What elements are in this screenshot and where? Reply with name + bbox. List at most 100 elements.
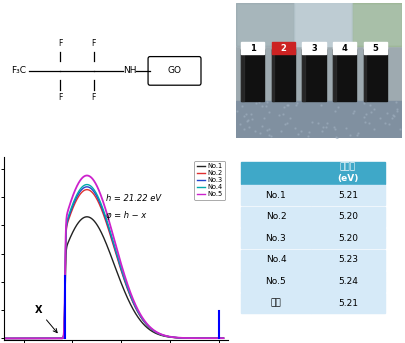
No.4 <box>84 182 89 187</box>
Point <box>349 110 356 115</box>
Bar <box>271 49 294 101</box>
Point <box>353 132 359 137</box>
Point <box>396 127 402 132</box>
No.5 <box>40 336 45 341</box>
Bar <box>302 49 304 101</box>
Point <box>360 114 367 119</box>
FancyBboxPatch shape <box>148 57 200 85</box>
No.3 <box>27 336 32 341</box>
No.3 <box>40 336 45 341</box>
Bar <box>310 293 384 314</box>
Point <box>265 132 272 138</box>
No.3 <box>220 336 225 340</box>
Text: No.5: No.5 <box>265 277 286 286</box>
Text: F: F <box>58 93 62 103</box>
Point <box>383 111 389 116</box>
No.1 <box>95 224 100 228</box>
No.2 <box>95 199 100 203</box>
Point <box>233 108 240 114</box>
Bar <box>310 228 384 248</box>
No.1 <box>40 336 45 341</box>
Bar <box>302 42 325 54</box>
Bar <box>241 49 264 101</box>
Point <box>319 124 326 129</box>
Bar <box>241 250 310 270</box>
Point <box>331 109 338 114</box>
Bar <box>241 49 243 101</box>
Bar <box>363 42 386 54</box>
Point <box>370 126 377 132</box>
No.4 <box>216 336 221 340</box>
Point <box>245 124 251 130</box>
Point <box>388 115 394 120</box>
Point <box>393 106 399 111</box>
No.3 <box>95 196 100 200</box>
Point <box>354 131 360 136</box>
Point <box>293 100 299 106</box>
Text: 4: 4 <box>341 44 347 52</box>
Point <box>292 102 298 108</box>
No.4 <box>85 183 90 187</box>
Point <box>322 125 328 130</box>
Text: 5.21: 5.21 <box>337 191 357 200</box>
Point <box>277 128 284 134</box>
No.2 <box>220 336 225 340</box>
Point <box>263 128 269 133</box>
Point <box>318 128 325 133</box>
Text: 5.24: 5.24 <box>337 277 357 286</box>
Point <box>252 128 258 134</box>
Point <box>318 102 324 108</box>
No.2 <box>85 188 90 192</box>
No.5 <box>2 336 6 341</box>
Bar <box>333 49 356 101</box>
Bar <box>363 49 365 101</box>
Line: No.4: No.4 <box>4 185 223 339</box>
Point <box>296 128 303 133</box>
Point <box>249 116 255 122</box>
Point <box>305 129 311 134</box>
Bar <box>241 293 310 314</box>
No.5 <box>220 336 225 340</box>
No.1 <box>193 336 198 340</box>
Bar <box>310 185 384 205</box>
Point <box>323 121 329 126</box>
Bar <box>310 250 384 270</box>
Point <box>330 125 337 130</box>
Text: No.2: No.2 <box>265 212 286 221</box>
Text: F: F <box>92 39 96 48</box>
Point <box>260 116 267 121</box>
Point <box>294 131 301 137</box>
Bar <box>310 271 384 292</box>
Point <box>380 120 387 126</box>
Point <box>390 113 396 119</box>
No.5 <box>85 174 90 178</box>
Bar <box>241 228 310 248</box>
Bar <box>351 3 401 46</box>
Text: φ = h − x: φ = h − x <box>106 211 146 220</box>
Point <box>240 126 247 131</box>
Point <box>283 121 289 126</box>
Legend: No.1, No.2, No.3, No.4, No.5: No.1, No.2, No.3, No.4, No.5 <box>194 161 224 200</box>
Point <box>279 111 285 117</box>
Text: X: X <box>34 305 57 333</box>
Bar <box>241 271 310 292</box>
No.1 <box>216 336 221 340</box>
Bar <box>294 3 351 46</box>
Text: 일함수
(eV): 일함수 (eV) <box>337 163 358 183</box>
Point <box>245 117 251 122</box>
Point <box>262 104 269 109</box>
Bar <box>302 49 325 101</box>
Bar <box>271 49 274 101</box>
Point <box>362 111 369 116</box>
Point <box>265 109 271 115</box>
Text: NH: NH <box>123 67 136 75</box>
Bar <box>363 49 386 101</box>
Text: 5.23: 5.23 <box>337 256 357 264</box>
Text: F: F <box>58 39 62 48</box>
Bar <box>241 206 310 227</box>
Text: No.4: No.4 <box>265 256 286 264</box>
Point <box>332 134 338 140</box>
No.2 <box>40 336 45 341</box>
Point <box>256 99 262 105</box>
Text: 5: 5 <box>371 44 377 52</box>
